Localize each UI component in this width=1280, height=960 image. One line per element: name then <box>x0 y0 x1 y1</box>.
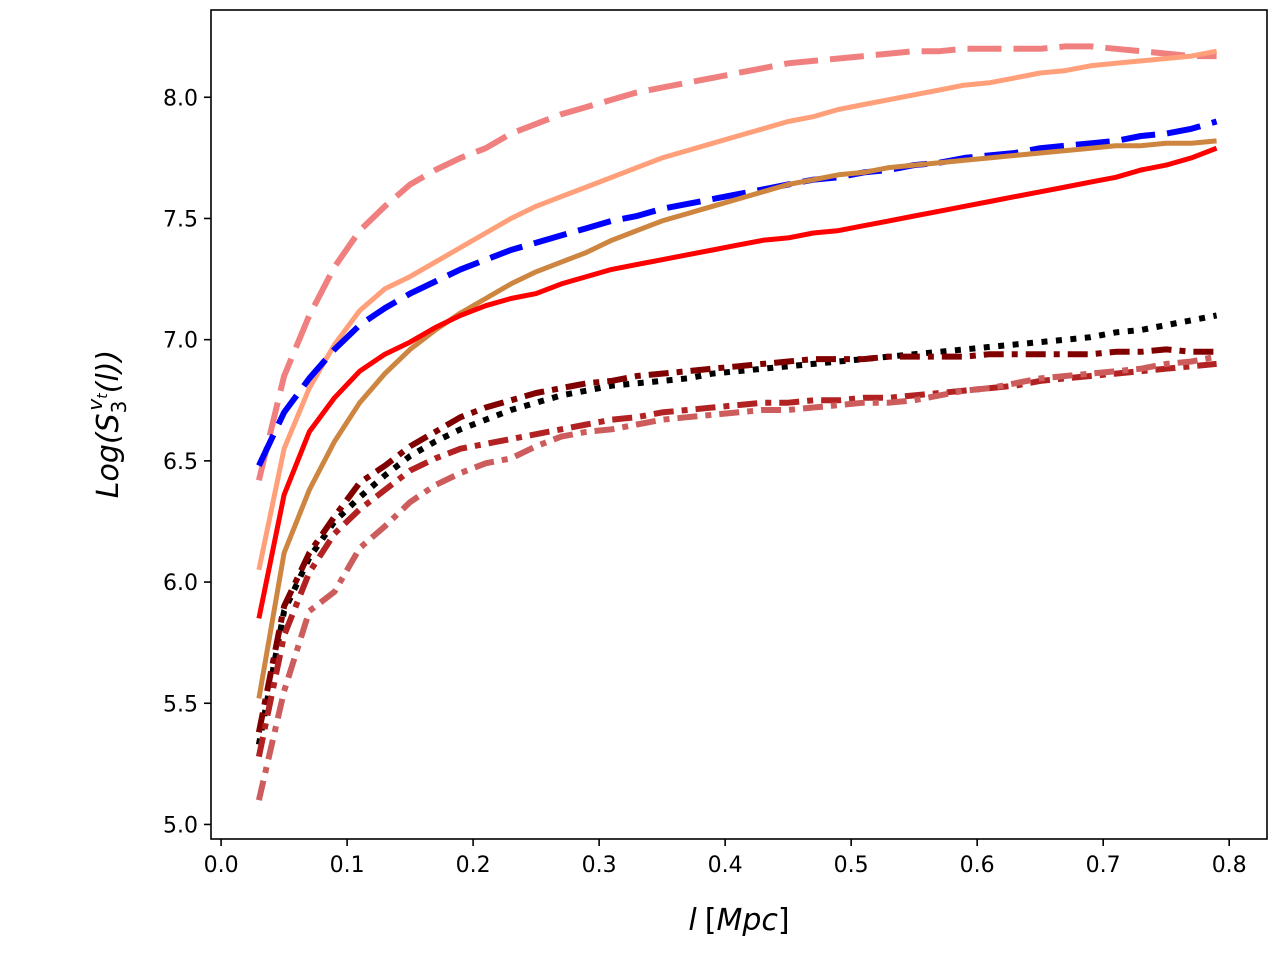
x-tick-label: 0.6 <box>960 853 995 878</box>
series-peru-solid <box>256 138 1217 699</box>
y-tick-label: 6.0 <box>163 571 198 596</box>
y-axis-title-sub: 3 <box>107 401 131 414</box>
y-tick-label: 7.0 <box>163 329 198 354</box>
series-light-coral-dashed <box>255 43 1217 482</box>
series-black-dotted <box>255 312 1218 746</box>
y-tick-label: 6.5 <box>163 450 198 475</box>
series-light-salmon-solid <box>256 48 1218 571</box>
x-tick-label: 0.1 <box>330 853 365 878</box>
series-indian-red-dashdot <box>255 353 1218 801</box>
x-tick-label: 0.0 <box>204 853 239 878</box>
series-blue-dashed <box>256 118 1218 467</box>
x-axis: 0.0 0.1 0.2 0.3 0.4 0.5 0.6 0.7 0.8 <box>204 839 1247 878</box>
y-axis-title-sup: v <box>83 398 107 411</box>
y-tick-label: 5.0 <box>163 813 198 838</box>
x-tick-label: 0.2 <box>456 853 491 878</box>
y-axis-title-pre: Log( <box>91 431 126 498</box>
y-axis: 5.0 5.5 6.0 6.5 7.0 7.5 8.0 <box>163 86 211 838</box>
x-axis-title-var: l <box>688 903 697 938</box>
y-axis-title-post: (l)) <box>91 350 126 393</box>
x-tick-label: 0.7 <box>1086 853 1121 878</box>
x-axis-title-unit: Mpc <box>716 903 778 938</box>
x-axis-title: l [Mpc] <box>688 903 789 938</box>
x-tick-label: 0.5 <box>834 853 869 878</box>
y-axis-title-base: S <box>91 413 126 432</box>
x-axis-title-close: ] <box>778 903 790 938</box>
y-tick-label: 7.5 <box>163 207 198 232</box>
x-tick-label: 0.8 <box>1212 853 1247 878</box>
x-axis-title-open: [ <box>705 903 717 938</box>
y-tick-label: 5.5 <box>163 692 198 717</box>
x-tick-label: 0.3 <box>582 853 617 878</box>
plot-frame <box>210 9 1268 840</box>
y-axis-title-supsub: t <box>95 393 111 399</box>
series-brown-dashdot <box>255 360 1217 758</box>
y-tick-label: 8.0 <box>163 86 198 111</box>
y-axis-title: Log(S3vt(l)) <box>83 350 131 498</box>
series-maroon-dashdot <box>255 346 1217 733</box>
series-layer <box>255 43 1218 801</box>
series-red-solid <box>256 145 1218 619</box>
x-tick-label: 0.4 <box>708 853 743 878</box>
